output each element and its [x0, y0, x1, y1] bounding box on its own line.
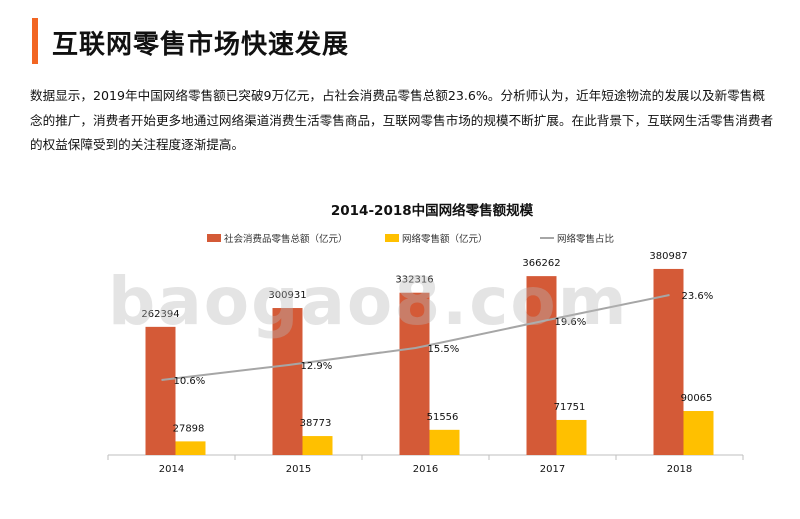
legend-label: 网络零售额（亿元）: [402, 233, 488, 245]
page-title: 互联网零售市场快速发展: [52, 30, 350, 60]
data-label-retail-total: 332316: [395, 275, 433, 286]
x-tick-label: 2016: [413, 464, 438, 475]
data-label-share: 15.5%: [428, 344, 460, 355]
legend-label: 网络零售占比: [557, 233, 614, 245]
bar-retail-total: [145, 326, 176, 455]
data-label-online-retail: 71751: [554, 402, 586, 413]
bar-online-retail: [429, 429, 460, 455]
legend-swatch: [207, 234, 221, 242]
bar-retail-total: [399, 292, 430, 455]
x-tick-label: 2014: [159, 464, 184, 475]
bar-online-retail: [302, 436, 333, 455]
bar-online-retail: [556, 419, 587, 455]
x-tick-label: 2018: [667, 464, 692, 475]
data-label-retail-total: 366262: [522, 258, 560, 269]
bar-online-retail: [175, 441, 206, 455]
data-label-online-retail: 27898: [173, 423, 205, 434]
chart-title: 2014-2018中国网络零售额规模: [331, 202, 534, 219]
data-label-retail-total: 262394: [141, 309, 179, 320]
data-label-online-retail: 90065: [681, 393, 713, 404]
data-label-retail-total: 380987: [649, 251, 687, 262]
x-tick-label: 2017: [540, 464, 565, 475]
x-tick-label: 2015: [286, 464, 311, 475]
legend-label: 社会消费品零售总额（亿元）: [224, 233, 348, 245]
body-paragraph: 数据显示，2019年中国网络零售额已突破9万亿元，占社会消费品零售总额23.6%…: [30, 88, 774, 152]
data-label-share: 10.6%: [174, 376, 206, 387]
bar-retail-total: [653, 268, 684, 455]
data-label-share: 12.9%: [301, 361, 333, 372]
data-label-online-retail: 51556: [427, 412, 459, 423]
data-label-retail-total: 300931: [268, 290, 306, 301]
share-line: [161, 294, 670, 381]
watermark-text: baogao8.com: [108, 263, 629, 340]
bar-retail-total: [526, 276, 557, 455]
data-label-share: 19.6%: [555, 317, 587, 328]
legend-swatch: [385, 234, 399, 242]
bar-online-retail: [683, 411, 714, 455]
data-label-online-retail: 38773: [300, 418, 332, 429]
title-accent-bar: [32, 18, 38, 64]
data-label-share: 23.6%: [682, 291, 714, 302]
bar-retail-total: [272, 308, 303, 455]
